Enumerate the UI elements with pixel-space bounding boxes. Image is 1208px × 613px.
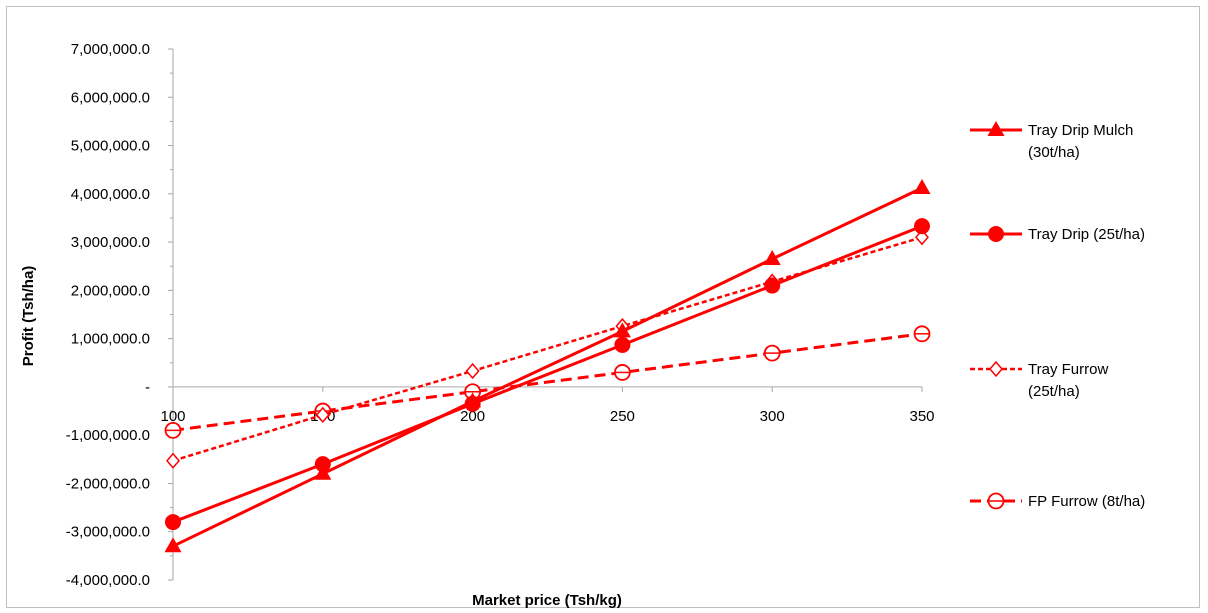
data-point	[913, 179, 931, 195]
x-tick-label: 300	[760, 408, 785, 425]
y-tick-label: 5,000,000.0	[71, 138, 150, 155]
legend-marker	[987, 492, 1005, 510]
x-tick-label: 100	[160, 408, 185, 425]
y-tick-label: -2,000,000.0	[66, 475, 150, 492]
y-axis-title: Profit (Tsh/ha)	[20, 266, 37, 367]
data-point	[764, 277, 781, 294]
y-tick-label: 6,000,000.0	[71, 89, 150, 106]
data-point	[315, 406, 330, 424]
x-tick-label: 350	[909, 408, 934, 425]
y-tick-label: -1,000,000.0	[66, 427, 150, 444]
x-tick-label: 250	[610, 408, 635, 425]
series-line	[172, 332, 923, 432]
legend-item-tray-furrow-25t-ha: Tray Furrow (25t/ha)	[970, 360, 1108, 400]
y-tick-label: 4,000,000.0	[71, 186, 150, 203]
legend-label: Tray Furrow	[1028, 361, 1108, 378]
legend-label: Tray Drip (25t/ha)	[1028, 226, 1145, 243]
data-point	[614, 364, 631, 381]
data-point	[464, 392, 482, 408]
series-tray-furrow-25t-ha	[166, 229, 929, 469]
series-layer	[164, 179, 931, 553]
x-tick-label: 200	[460, 408, 485, 425]
legend-marker	[987, 121, 1005, 136]
data-point	[465, 362, 480, 380]
data-point	[614, 336, 631, 353]
series-tray-drip-25t-ha	[165, 218, 930, 531]
series-fp-furrow-8t-ha	[164, 325, 931, 439]
legend-label: (25t/ha)	[1028, 383, 1080, 400]
legend-item-tray-drip-mulch-30t-ha: Tray Drip Mulch (30t/ha)	[970, 121, 1133, 161]
axes	[168, 48, 923, 581]
data-point	[314, 464, 332, 480]
data-point	[613, 322, 631, 338]
series-line	[172, 224, 923, 524]
y-tick-label: 7,000,000.0	[71, 41, 150, 58]
legend: Tray Drip Mulch (30t/ha) Tray Drip (25t/ha…	[970, 121, 1145, 510]
data-point	[314, 456, 331, 473]
data-point	[166, 452, 180, 469]
y-tick-label: 1,000,000.0	[71, 331, 150, 348]
series-tray-drip-mulch-30t-ha	[164, 179, 931, 553]
data-point	[164, 537, 182, 553]
y-tick-labels: -4,000,000.0-3,000,000.0-2,000,000.0-1,0…	[66, 41, 150, 589]
data-point	[763, 344, 781, 362]
y-tick-label: 2,000,000.0	[71, 282, 150, 299]
data-point	[165, 514, 181, 531]
legend-item-fp-furrow-8t-ha: FP Furrow (8t/ha)	[970, 492, 1145, 510]
data-point	[914, 218, 930, 235]
data-point	[913, 325, 931, 343]
legend-marker	[988, 226, 1004, 242]
series-line	[172, 186, 923, 548]
legend-item-tray-drip-25t-ha: Tray Drip (25t/ha)	[970, 226, 1145, 243]
data-point	[763, 249, 781, 265]
data-point	[915, 229, 929, 246]
legend-marker	[989, 360, 1003, 378]
legend-label: (30t/ha)	[1028, 144, 1080, 161]
data-point	[164, 421, 182, 439]
y-tick-label: -3,000,000.0	[66, 524, 150, 541]
legend-label: FP Furrow (8t/ha)	[1028, 493, 1145, 510]
y-tick-label: -	[145, 379, 150, 396]
y-tick-label: -4,000,000.0	[66, 572, 150, 589]
legend-label: Tray Drip Mulch	[1028, 122, 1133, 139]
x-axis-title: Market price (Tsh/kg)	[472, 592, 622, 609]
y-tick-label: 3,000,000.0	[71, 234, 150, 251]
